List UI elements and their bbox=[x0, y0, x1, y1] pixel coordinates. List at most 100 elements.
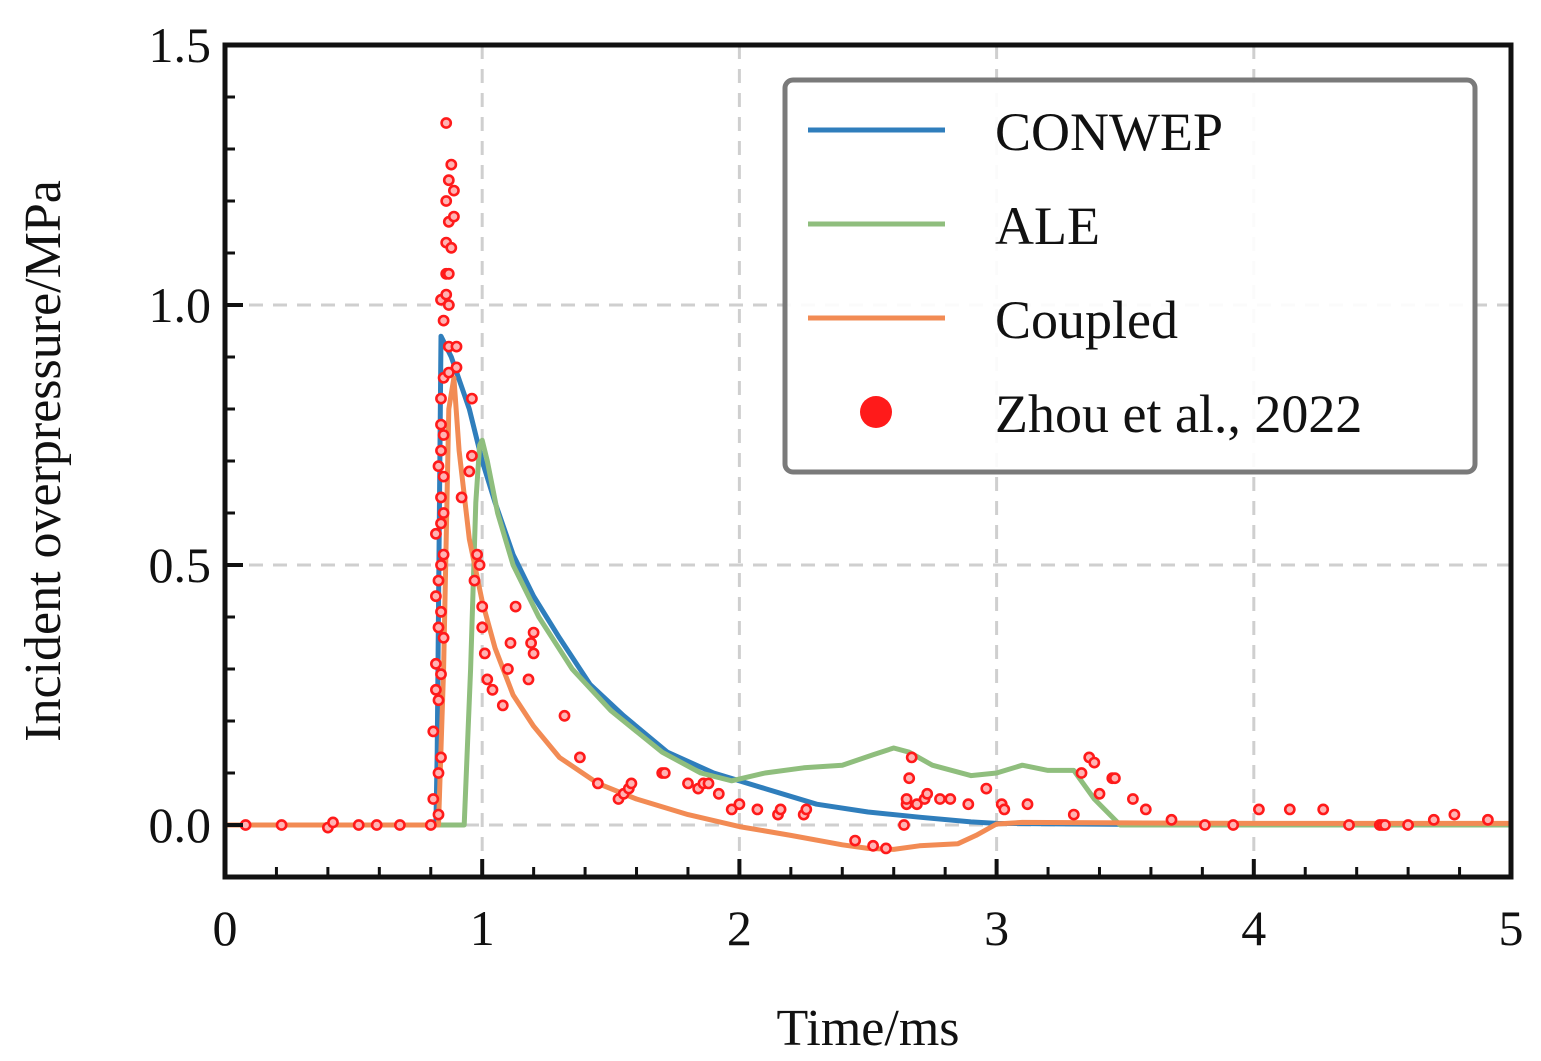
scatter-point-zhou-et-al-2022 bbox=[429, 590, 442, 603]
scatter-point-zhou-et-al-2022 bbox=[393, 819, 406, 831]
x-tick-label: 3 bbox=[984, 900, 1009, 956]
scatter-point-zhou-et-al-2022 bbox=[432, 767, 445, 779]
scatter-point-zhou-et-al-2022 bbox=[476, 621, 489, 634]
scatter-point-zhou-et-al-2022 bbox=[435, 444, 447, 457]
scatter-point-zhou-et-al-2022 bbox=[1427, 813, 1440, 826]
scatter-point-zhou-et-al-2022 bbox=[558, 709, 571, 722]
scatter-point-zhou-et-al-2022 bbox=[527, 647, 540, 660]
scatter-point-zhou-et-al-2022 bbox=[275, 819, 288, 831]
scatter-point-zhou-et-al-2022 bbox=[903, 772, 916, 785]
scatter-point-zhou-et-al-2022 bbox=[455, 491, 468, 504]
scatter-point-zhou-et-al-2022 bbox=[478, 647, 491, 660]
scatter-point-zhou-et-al-2022 bbox=[424, 819, 437, 831]
scatter-point-zhou-et-al-2022 bbox=[962, 798, 975, 811]
scatter-point-zhou-et-al-2022 bbox=[1075, 767, 1088, 779]
scatter-point-zhou-et-al-2022 bbox=[849, 834, 861, 847]
scatter-point-zhou-et-al-2022 bbox=[898, 819, 910, 831]
scatter-point-zhou-et-al-2022 bbox=[445, 158, 458, 171]
series-line-coupled bbox=[222, 375, 1514, 852]
scatter-point-zhou-et-al-2022 bbox=[496, 699, 509, 712]
y-tick-label: 1.5 bbox=[149, 17, 212, 73]
scatter-point-zhou-et-al-2022 bbox=[435, 559, 447, 571]
scatter-point-zhou-et-al-2022 bbox=[574, 751, 586, 764]
scatter-point-zhou-et-al-2022 bbox=[435, 517, 447, 530]
scatter-point-zhou-et-al-2022 bbox=[442, 366, 455, 379]
scatter-point-zhou-et-al-2022 bbox=[432, 574, 445, 587]
scatter-point-zhou-et-al-2022 bbox=[1317, 803, 1330, 816]
legend-box bbox=[782, 77, 1478, 475]
scatter-point-zhou-et-al-2022 bbox=[432, 621, 445, 634]
scatter-point-zhou-et-al-2022 bbox=[800, 803, 813, 816]
legend: CONWEP ALE Coupled Zhou et al., 2022 bbox=[782, 77, 1478, 475]
scatter-point-zhou-et-al-2022 bbox=[880, 842, 892, 855]
legend-label-ale: ALE bbox=[995, 196, 1100, 256]
legend-label-conwep: CONWEP bbox=[995, 102, 1223, 162]
scatter-point-zhou-et-al-2022 bbox=[1021, 798, 1034, 811]
scatter-point-zhou-et-al-2022 bbox=[450, 361, 463, 374]
x-axis-title: Time/ms bbox=[776, 1000, 959, 1057]
scatter-point-zhou-et-al-2022 bbox=[442, 299, 455, 311]
scatter-point-zhou-et-al-2022 bbox=[432, 694, 445, 707]
scatter-point-zhou-et-al-2022 bbox=[447, 184, 460, 197]
y-tick-label: 0.5 bbox=[149, 537, 212, 593]
scatter-point-zhou-et-al-2022 bbox=[481, 673, 494, 686]
scatter-point-zhou-et-al-2022 bbox=[437, 314, 450, 327]
scatter-point-zhou-et-al-2022 bbox=[1093, 787, 1106, 800]
scatter-point-zhou-et-al-2022 bbox=[1227, 819, 1240, 831]
scatter-point-zhou-et-al-2022 bbox=[447, 210, 460, 223]
scatter-point-zhou-et-al-2022 bbox=[429, 657, 442, 670]
scatter-point-zhou-et-al-2022 bbox=[1253, 803, 1265, 816]
scatter-point-zhou-et-al-2022 bbox=[1088, 756, 1101, 769]
scatter-point-zhou-et-al-2022 bbox=[465, 449, 478, 462]
scatter-point-zhou-et-al-2022 bbox=[1067, 808, 1080, 821]
y-axis-title: Incident overpressure/MPa bbox=[15, 180, 72, 742]
scatter-point-zhou-et-al-2022 bbox=[998, 803, 1011, 816]
scatter-point-zhou-et-al-2022 bbox=[435, 605, 447, 618]
scatter-point-zhou-et-al-2022 bbox=[471, 548, 483, 561]
scatter-point-zhou-et-al-2022 bbox=[435, 392, 447, 405]
x-tick-label: 0 bbox=[213, 900, 238, 956]
scatter-point-zhou-et-al-2022 bbox=[476, 600, 489, 613]
y-tick-label: 1.0 bbox=[149, 277, 212, 333]
scatter-point-zhou-et-al-2022 bbox=[445, 241, 458, 254]
scatter-point-zhou-et-al-2022 bbox=[504, 637, 517, 649]
scatter-point-zhou-et-al-2022 bbox=[442, 267, 455, 280]
scatter-point-zhou-et-al-2022 bbox=[450, 340, 463, 353]
scatter-point-zhou-et-al-2022 bbox=[725, 803, 738, 816]
scatter-point-zhou-et-al-2022 bbox=[525, 637, 537, 649]
scatter-point-zhou-et-al-2022 bbox=[527, 626, 540, 639]
scatter-point-zhou-et-al-2022 bbox=[440, 117, 453, 129]
scatter-point-zhou-et-al-2022 bbox=[486, 683, 499, 696]
scatter-point-zhou-et-al-2022 bbox=[435, 491, 447, 504]
scatter-point-zhou-et-al-2022 bbox=[911, 798, 923, 811]
scatter-point-zhou-et-al-2022 bbox=[327, 816, 339, 829]
scatter-point-zhou-et-al-2022 bbox=[437, 429, 450, 441]
scatter-point-zhou-et-al-2022 bbox=[427, 725, 440, 738]
scatter-point-zhou-et-al-2022 bbox=[435, 668, 447, 681]
scatter-point-zhou-et-al-2022 bbox=[463, 465, 476, 478]
scatter-point-zhou-et-al-2022 bbox=[501, 663, 514, 675]
scatter-point-zhou-et-al-2022 bbox=[429, 683, 442, 696]
scatter-point-zhou-et-al-2022 bbox=[1139, 803, 1152, 816]
scatter-point-zhou-et-al-2022 bbox=[733, 798, 746, 811]
series-line-ale bbox=[222, 437, 1514, 828]
scatter-point-zhou-et-al-2022 bbox=[900, 793, 913, 805]
x-tick-label: 2 bbox=[727, 900, 752, 956]
scatter-point-zhou-et-al-2022 bbox=[751, 803, 764, 816]
scatter-point-zhou-et-al-2022 bbox=[437, 548, 450, 561]
scatter-point-zhou-et-al-2022 bbox=[442, 174, 455, 187]
scatter-point-zhou-et-al-2022 bbox=[682, 777, 694, 790]
scatter-point-zhou-et-al-2022 bbox=[437, 631, 450, 644]
scatter-point-zhou-et-al-2022 bbox=[921, 787, 934, 800]
scatter-point-zhou-et-al-2022 bbox=[435, 418, 447, 431]
scatter-point-zhou-et-al-2022 bbox=[702, 777, 715, 790]
scatter-point-zhou-et-al-2022 bbox=[429, 527, 442, 540]
legend-marker-zhou bbox=[860, 396, 892, 428]
x-tick-label: 1 bbox=[470, 900, 495, 956]
y-tick-label: 0.0 bbox=[149, 797, 212, 853]
scatter-point-zhou-et-al-2022 bbox=[509, 600, 522, 613]
scatter-point-zhou-et-al-2022 bbox=[1109, 772, 1121, 785]
scatter-point-zhou-et-al-2022 bbox=[440, 288, 453, 301]
scatter-point-zhou-et-al-2022 bbox=[1448, 808, 1461, 821]
